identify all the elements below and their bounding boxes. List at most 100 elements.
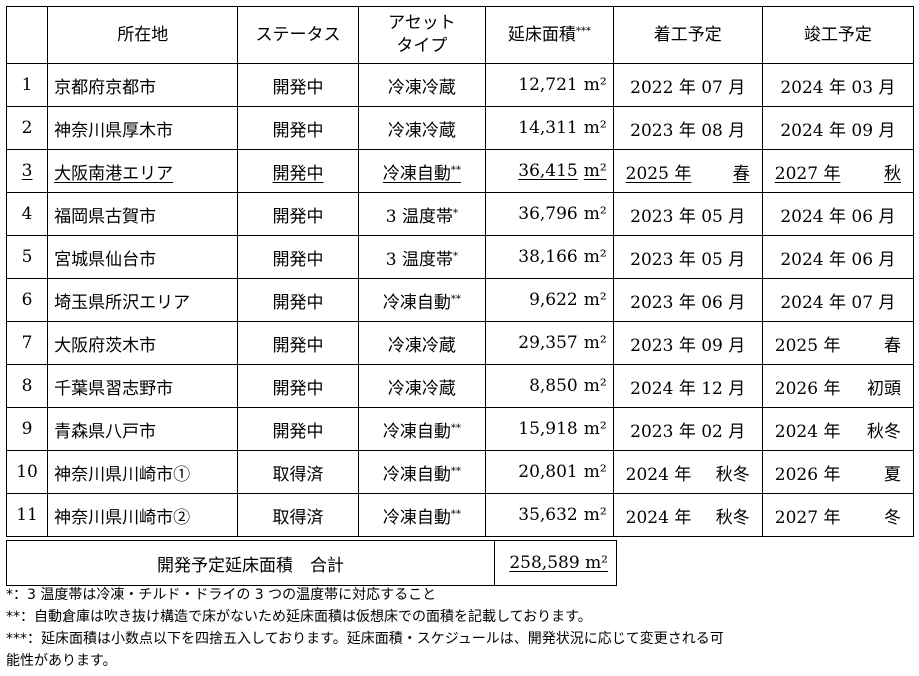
start-date-cell: 2023 年 08 月 xyxy=(612,106,763,150)
start-date-cell: 2022 年 07 月 xyxy=(612,63,763,107)
total-value-number: 258,589 xyxy=(509,553,580,573)
complete-date-cell-year: 2024 年 xyxy=(774,421,841,442)
start-date-cell-split: 2025 年 春 xyxy=(620,159,756,184)
status-cell-text: 開発中 xyxy=(272,77,324,98)
status-cell-text: 取得済 xyxy=(272,507,324,528)
location-cell: 千葉県習志野市 xyxy=(47,364,239,408)
asset-type-label: 3 温度帯 xyxy=(385,249,454,270)
footnote-2: **：自動倉庫は吹き抜け構造で床がないため延床面積は仮想床での面積を記載しており… xyxy=(6,609,592,625)
header-area: 延床面積*** xyxy=(485,6,614,64)
asset-type-cell: 冷凍冷蔵 xyxy=(357,106,487,150)
complete-date-cell-split: 2024 年 秋冬 xyxy=(769,417,907,442)
asset-type-footnote-mark: ** xyxy=(450,422,461,434)
start-date-cell-year: 2024 年 xyxy=(625,464,692,485)
asset-type-footnote-mark: * xyxy=(453,250,459,262)
area-cell: 36,415 m² xyxy=(485,149,614,193)
location-cell: 青森県八戸市 xyxy=(47,407,239,451)
asset-type-label: 冷凍冷蔵 xyxy=(387,77,456,98)
status-cell: 開発中 xyxy=(237,278,359,322)
complete-date-cell-split: 2027 年 秋 xyxy=(769,159,907,184)
complete-date-cell: 2024 年 秋冬 xyxy=(761,407,915,451)
asset-type-text: 冷凍自動** xyxy=(383,422,461,442)
start-date-cell: 2024 年 12 月 xyxy=(612,364,763,408)
start-date-cell-text: 2023 年 02 月 xyxy=(630,421,746,442)
footnote-3: ***：延床面積は小数点以下を四捨五入しております。延床面積・スケジュールは、開… xyxy=(6,631,724,647)
complete-date-cell-year: 2026 年 xyxy=(774,464,841,485)
row-number-text: 10 xyxy=(16,462,38,482)
area-unit: m² xyxy=(583,376,607,396)
table-row: 3 大阪南港エリア 開発中 冷凍自動** 36,415 m² 2025 年 春 2027 年 秋 xyxy=(5,149,915,193)
table-row: 8 千葉県習志野市 開発中 冷凍冷蔵 8,850 m² 2024 年 12 月 2026 年 初… xyxy=(5,364,915,408)
area-unit: m² xyxy=(583,204,607,224)
location-cell-text: 京都府京都市 xyxy=(54,77,157,98)
asset-type-label: 冷凍自動 xyxy=(382,421,451,442)
asset-type-label: 3 温度帯 xyxy=(385,206,454,227)
area-text: 14,311 m² xyxy=(518,118,606,138)
status-cell-text: 開発中 xyxy=(272,120,324,141)
start-date-cell-text: 2023 年 09 月 xyxy=(630,335,746,356)
location-cell-text: 宮城県仙台市 xyxy=(54,249,157,270)
complete-date-cell: 2024 年 06 月 xyxy=(761,235,915,279)
status-cell: 取得済 xyxy=(237,493,359,537)
row-number: 7 xyxy=(5,321,49,365)
table-row: 1 京都府京都市 開発中 冷凍冷蔵 12,721 m² 2022 年 07 月 2024 年 … xyxy=(5,63,915,107)
complete-date-cell: 2024 年 09 月 xyxy=(761,106,915,150)
status-cell: 開発中 xyxy=(237,235,359,279)
row-number: 1 xyxy=(5,63,49,107)
start-date-cell: 2024 年 秋冬 xyxy=(612,493,763,537)
location-cell-text: 神奈川県厚木市 xyxy=(54,120,174,141)
total-table: 開発予定延床面積 合計 258,589 m² xyxy=(6,540,617,586)
header-asset-type-line2: タイプ xyxy=(396,36,448,56)
location-cell-text: 大阪府茨木市 xyxy=(54,335,157,356)
area-text: 8,850 m² xyxy=(529,376,607,396)
location-cell-text: 神奈川県川崎市② xyxy=(54,507,191,528)
development-pipeline-table: 所在地 ステータス アセット タイプ 延床面積*** 着工予定 竣工予定 1 京都… xyxy=(5,6,915,537)
asset-type-footnote-mark: ** xyxy=(450,508,461,520)
area-unit: m² xyxy=(583,505,607,525)
area-text: 35,632 m² xyxy=(518,505,606,525)
asset-type-label: 冷凍自動 xyxy=(382,163,451,184)
area-value: 8,850 xyxy=(529,376,578,396)
footnote-3-continued: 能性があります。 xyxy=(6,653,117,669)
asset-type-label: 冷凍冷蔵 xyxy=(387,120,456,141)
header-no xyxy=(5,6,49,64)
asset-type-cell: 冷凍自動** xyxy=(357,450,487,494)
asset-type-text: 3 温度帯* xyxy=(386,250,458,270)
area-value: 35,632 xyxy=(518,505,578,525)
start-date-cell-text: 2024 年 12 月 xyxy=(630,378,746,399)
asset-type-footnote-mark: ** xyxy=(450,465,461,477)
complete-date-cell-text: 2024 年 06 月 xyxy=(780,206,896,227)
table-body: 1 京都府京都市 開発中 冷凍冷蔵 12,721 m² 2022 年 07 月 2024 年 … xyxy=(5,63,915,537)
status-cell: 開発中 xyxy=(237,149,359,193)
row-number-text: 6 xyxy=(21,290,33,310)
status-cell-text: 開発中 xyxy=(272,292,324,313)
area-unit: m² xyxy=(583,247,607,267)
status-cell: 開発中 xyxy=(237,364,359,408)
complete-date-cell: 2024 年 07 月 xyxy=(761,278,915,322)
complete-date-cell-period: 初頭 xyxy=(867,378,901,399)
complete-date-cell: 2024 年 03 月 xyxy=(761,63,915,107)
area-text: 15,918 m² xyxy=(518,419,606,439)
complete-date-cell-text: 2024 年 03 月 xyxy=(780,77,896,98)
complete-date-cell: 2026 年 夏 xyxy=(761,450,915,494)
row-number: 6 xyxy=(5,278,49,322)
asset-type-cell: 3 温度帯* xyxy=(357,192,487,236)
area-cell: 35,632 m² xyxy=(485,493,614,537)
area-text: 29,357 m² xyxy=(518,333,606,353)
area-cell: 8,850 m² xyxy=(485,364,614,408)
status-cell-text: 開発中 xyxy=(272,249,324,270)
area-text: 12,721 m² xyxy=(518,75,606,95)
asset-type-cell: 冷凍自動** xyxy=(357,149,487,193)
start-date-cell: 2023 年 02 月 xyxy=(612,407,763,451)
row-number-text: 3 xyxy=(21,161,33,181)
complete-date-cell-split: 2027 年 冬 xyxy=(769,503,907,528)
start-date-cell-text: 2022 年 07 月 xyxy=(630,77,746,98)
row-number-text: 9 xyxy=(21,419,33,439)
row-number: 2 xyxy=(5,106,49,150)
row-number-text: 1 xyxy=(21,75,33,95)
asset-type-text: 冷凍自動** xyxy=(383,293,461,313)
complete-date-cell-period: 秋冬 xyxy=(867,421,901,442)
start-date-cell-text: 2023 年 08 月 xyxy=(630,120,746,141)
location-cell: 大阪南港エリア xyxy=(47,149,239,193)
area-value: 38,166 xyxy=(518,247,578,267)
